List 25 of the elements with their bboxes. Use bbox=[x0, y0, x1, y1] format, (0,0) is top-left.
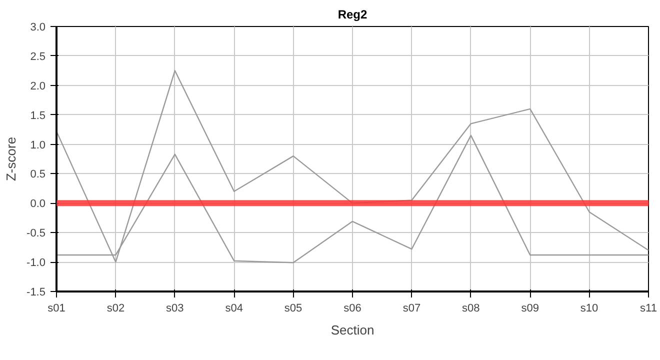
line-series bbox=[56, 70, 648, 263]
x-tick-label: s10 bbox=[580, 302, 598, 314]
y-tick-label: -1.0 bbox=[26, 257, 46, 270]
x-tick-label: s06 bbox=[344, 302, 362, 314]
y-tick-label: 3.0 bbox=[30, 22, 46, 34]
x-tick-label: s09 bbox=[521, 302, 539, 314]
y-axis-title: Z-score bbox=[4, 136, 19, 182]
x-tick-label: s11 bbox=[640, 302, 657, 314]
x-tick-label: s01 bbox=[48, 302, 66, 314]
y-tick-label: 0.0 bbox=[30, 198, 46, 210]
chart-title: Reg2 bbox=[338, 8, 368, 22]
x-tick-label: s07 bbox=[402, 302, 421, 314]
y-tick-label: -1.5 bbox=[26, 286, 46, 298]
x-tick-label: s02 bbox=[106, 302, 125, 314]
y-tick-label: -0.5 bbox=[26, 228, 46, 240]
x-axis-title: Section bbox=[330, 322, 374, 338]
y-tick-label: 2.5 bbox=[30, 50, 46, 63]
y-tick-label: 2.0 bbox=[30, 80, 46, 92]
x-tick-label: s03 bbox=[166, 302, 184, 314]
x-tick-label: s05 bbox=[284, 302, 302, 314]
x-tick-label: s08 bbox=[462, 302, 480, 314]
y-tick-label: 1.5 bbox=[30, 110, 46, 122]
y-tick-label: 1.0 bbox=[30, 139, 46, 152]
x-tick-label: s04 bbox=[225, 302, 243, 314]
y-tick-label: 0.5 bbox=[30, 168, 46, 181]
